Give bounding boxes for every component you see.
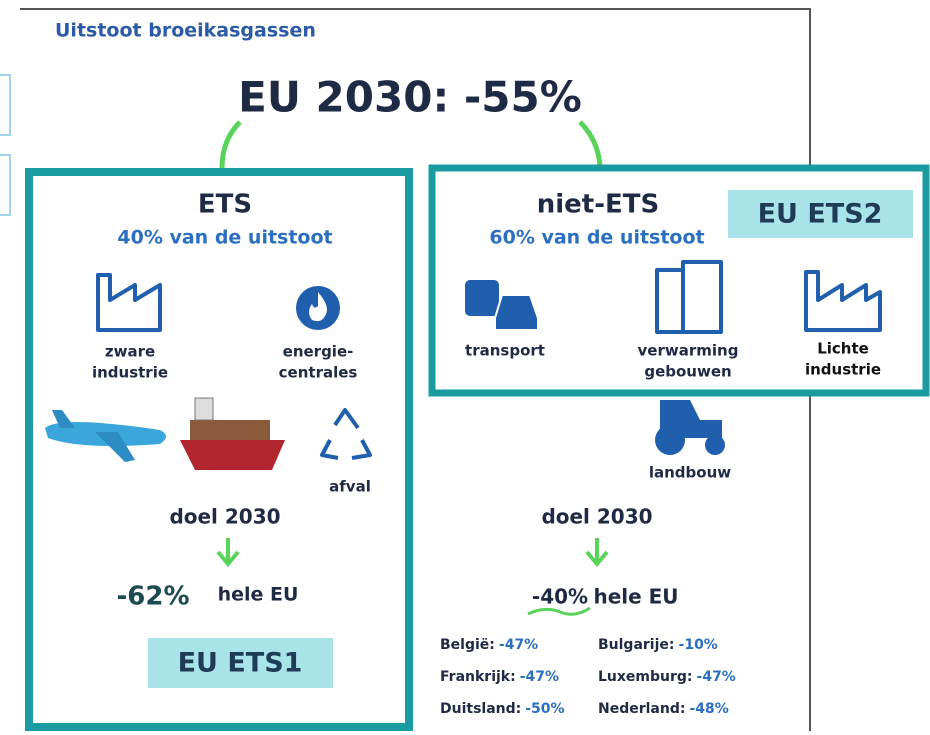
sector-label: zware: [105, 343, 155, 361]
underline: [528, 608, 590, 614]
country-row: Luxemburg:-47%: [598, 669, 736, 685]
country-value: -47%: [697, 669, 736, 685]
edge-box: [0, 155, 10, 215]
non-ets-title: niet-ETS: [537, 190, 660, 220]
title: Uitstoot broeikasgassen: [55, 20, 316, 42]
goal-value: -40%: [532, 585, 588, 609]
country-row: Duitsland:-50%: [440, 701, 565, 717]
ets-title: ETS: [198, 190, 252, 220]
tag: EU ETS1: [178, 648, 303, 679]
country-row: Nederland:-48%: [598, 701, 729, 717]
sector-label: industrie: [805, 361, 881, 379]
infographic: Uitstoot broeikasgassen EU 2030: -55% ET…: [0, 0, 930, 731]
country-name: Duitsland:: [440, 701, 521, 717]
recycle-icon: [322, 410, 370, 458]
goal-value: -62%: [116, 582, 189, 612]
arrow: [218, 538, 238, 564]
sector-label: energie-: [283, 343, 354, 361]
sector-label: gebouwen: [644, 363, 731, 381]
country-name: Frankrijk:: [440, 669, 516, 685]
arrow: [587, 538, 607, 564]
factory-icon: [98, 275, 160, 330]
country-row: Frankrijk:-47%: [440, 669, 559, 685]
goal-label: doel 2030: [169, 505, 280, 529]
sector-label: landbouw: [649, 464, 731, 482]
energy-icon: [296, 286, 340, 330]
airplane-image: [45, 410, 166, 462]
sector-label: centrales: [279, 364, 358, 382]
country-value: -48%: [689, 701, 728, 717]
country-name: België:: [440, 637, 495, 653]
goal-scope: hele EU: [218, 584, 299, 606]
country-list: België:-47%Bulgarije:-10%Frankrijk:-47%L…: [440, 637, 736, 717]
country-row: België:-47%: [440, 637, 538, 653]
sector-label: Lichte: [817, 340, 869, 358]
country-value: -47%: [499, 637, 538, 653]
sector-label: transport: [465, 342, 545, 360]
country-value: -50%: [525, 701, 564, 717]
non-ets-share: 60% van de uitstoot: [489, 227, 704, 249]
country-name: Nederland:: [598, 701, 685, 717]
sector-label: verwarming: [638, 342, 739, 360]
connector: [222, 122, 240, 168]
sector-label: afval: [329, 478, 371, 496]
tag: EU ETS2: [758, 199, 883, 230]
country-name: Bulgarije:: [598, 637, 675, 653]
factory-icon: [806, 272, 880, 330]
ship-image: [180, 398, 285, 470]
country-value: -47%: [520, 669, 559, 685]
sector-label: industrie: [92, 364, 168, 382]
country-name: Luxemburg:: [598, 669, 693, 685]
connector: [580, 122, 600, 166]
ets-share: 40% van de uitstoot: [117, 227, 332, 249]
goal-scope: hele EU: [593, 585, 678, 609]
country-row: Bulgarije:-10%: [598, 637, 718, 653]
transport-icon: [465, 280, 538, 330]
country-value: -10%: [679, 637, 718, 653]
edge-box: [0, 75, 10, 135]
building-icon: [657, 262, 721, 332]
headline: EU 2030: -55%: [238, 73, 582, 122]
tractor-icon: [655, 400, 725, 455]
goal-label: doel 2030: [541, 505, 652, 529]
